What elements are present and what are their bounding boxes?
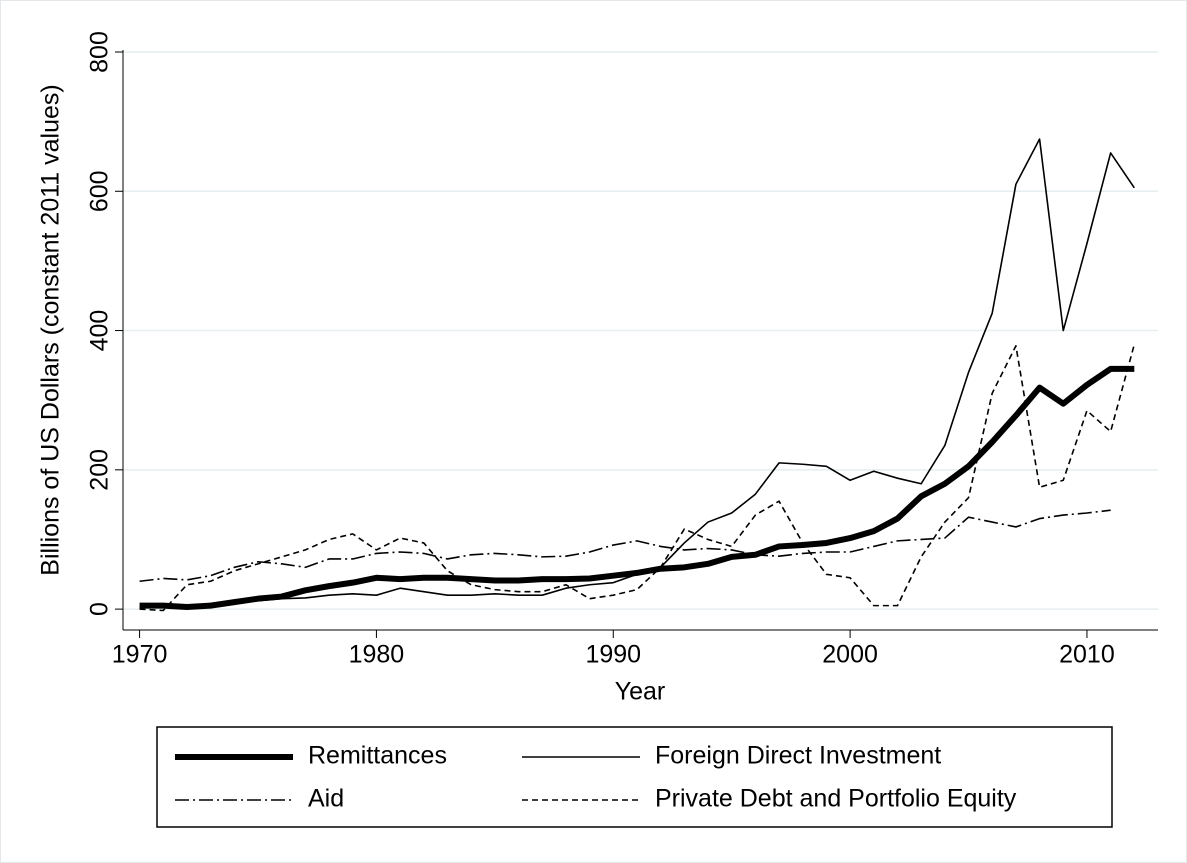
y-axis-label: Billions of US Dollars (constant 2011 va…: [37, 84, 65, 575]
y-tick-label: 400: [86, 310, 114, 352]
series-line: [139, 344, 1136, 612]
legend-label: Private Debt and Portfolio Equity: [655, 785, 1017, 813]
x-tick-label: 2000: [822, 641, 878, 669]
legend-label: Remittances: [308, 742, 447, 770]
legend-box: [156, 726, 1113, 828]
legend-label: Aid: [308, 785, 344, 813]
x-tick-label: 2010: [1059, 641, 1115, 669]
y-tick-label: 200: [86, 449, 114, 491]
series-line: [139, 365, 1135, 611]
series-line: [139, 138, 1135, 608]
series-line: [139, 509, 1111, 583]
x-tick-label: 1990: [585, 641, 641, 669]
y-tick-label: 0: [86, 602, 114, 616]
x-tick-label: 1980: [349, 641, 405, 669]
y-tick-label: 600: [86, 170, 114, 212]
x-tick-label: 1970: [112, 641, 168, 669]
legend-label: Foreign Direct Investment: [655, 742, 941, 770]
y-tick-label: 800: [86, 31, 114, 73]
x-axis-label: Year: [615, 678, 666, 706]
